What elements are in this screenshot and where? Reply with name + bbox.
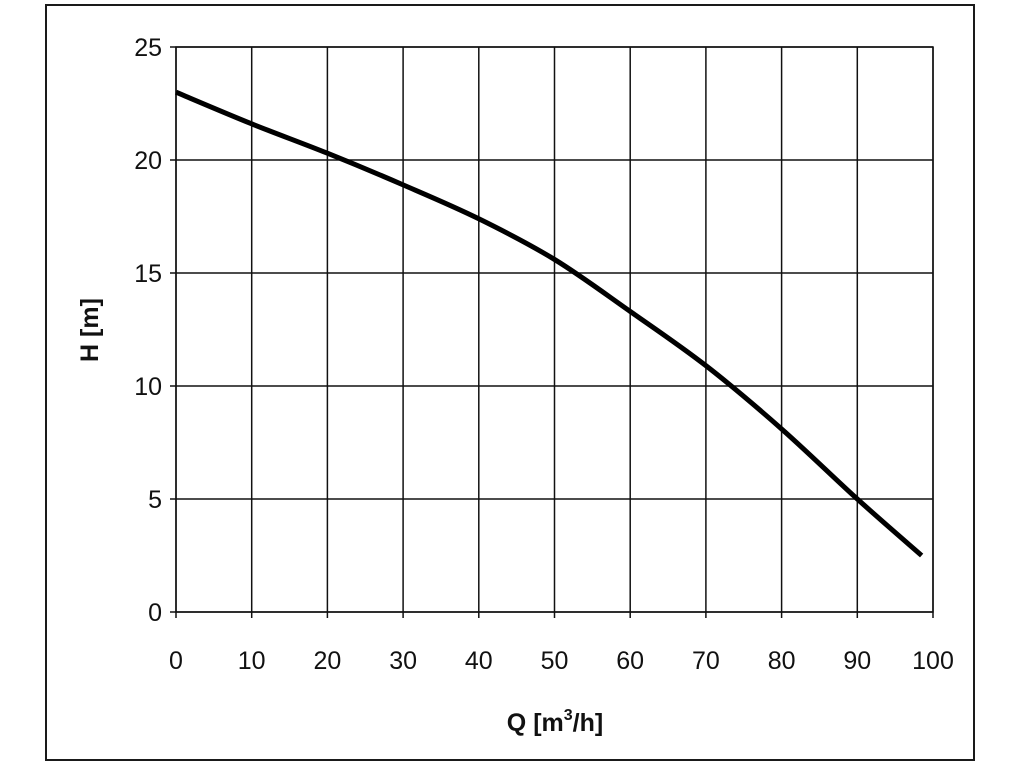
x-tick-label: 40 [465, 647, 493, 675]
x-tick-label: 20 [313, 647, 341, 675]
y-tick-labels: 0 5 10 15 20 25 [134, 34, 162, 627]
x-tick-labels: 0 10 20 30 40 50 60 70 80 90 100 [169, 647, 954, 675]
y-tick-label: 0 [148, 599, 162, 627]
x-axis-title-main: Q [m [507, 709, 564, 737]
x-tick-label: 60 [616, 647, 644, 675]
x-axis-title: Q [m3/h] [507, 707, 603, 737]
x-tick-label: 80 [768, 647, 796, 675]
y-tick-label: 15 [134, 260, 162, 288]
x-tick-label: 70 [692, 647, 720, 675]
grid [170, 46, 934, 618]
series-layer [175, 89, 924, 558]
chart-frame [45, 4, 975, 761]
x-tick-label: 10 [238, 647, 266, 675]
y-tick-label: 20 [134, 147, 162, 175]
x-tick-label: 50 [541, 647, 569, 675]
x-tick-label: 30 [389, 647, 417, 675]
x-axis-title-tail: /h] [573, 709, 604, 737]
y-axis-title: H [m] [76, 298, 104, 362]
x-tick-label: 90 [843, 647, 871, 675]
y-tick-label: 5 [148, 486, 162, 514]
x-tick-label: 0 [169, 647, 183, 675]
series-line-0 [175, 89, 924, 558]
y-tick-label: 25 [134, 34, 162, 62]
x-tick-label: 100 [912, 647, 954, 675]
y-tick-label: 10 [134, 373, 162, 401]
x-axis-title-superscript: 3 [564, 707, 573, 724]
plot-area-border [175, 46, 934, 613]
